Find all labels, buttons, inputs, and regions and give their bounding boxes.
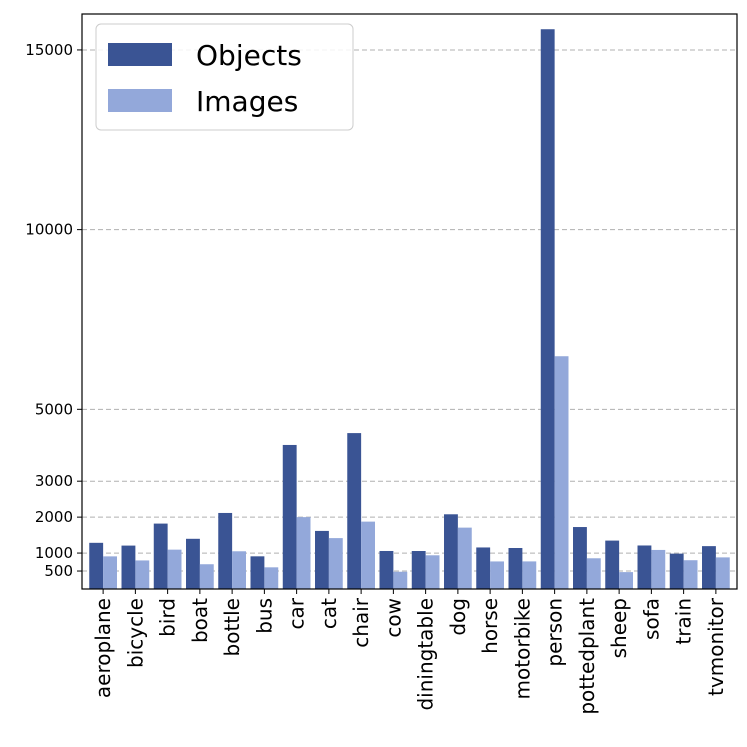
- bar-images-sheep: [619, 572, 633, 589]
- x-tick-label: bird: [156, 598, 180, 637]
- x-tick-label: bottle: [220, 598, 244, 656]
- bar-objects-boat: [186, 538, 200, 589]
- y-tick-label: 3000: [35, 472, 73, 490]
- legend-swatch-objects: [108, 43, 172, 66]
- x-tick-label: bus: [252, 598, 276, 634]
- bar-objects-bird: [153, 523, 168, 589]
- bar-objects-tvmonitor: [702, 546, 716, 589]
- x-tick-label: sheep: [607, 598, 631, 658]
- bar-objects-bicycle: [121, 545, 136, 589]
- legend-label-images: Images: [196, 85, 298, 118]
- bar-objects-motorbike: [508, 548, 523, 589]
- bar-objects-bottle: [218, 512, 233, 589]
- bars-layer: [89, 29, 730, 590]
- bar-objects-person: [540, 29, 555, 590]
- y-tick-label: 500: [44, 562, 73, 580]
- bar-images-aeroplane: [103, 556, 117, 589]
- bar-images-diningtable: [425, 555, 440, 589]
- bar-images-tvmonitor: [715, 557, 730, 590]
- x-tick-label: boat: [188, 598, 212, 643]
- grid-layer: [82, 49, 737, 572]
- x-tick-label: pottedplant: [575, 598, 599, 715]
- bar-objects-dog: [444, 514, 458, 589]
- bar-images-sofa: [651, 549, 666, 589]
- x-tick-label: dog: [446, 598, 470, 636]
- bar-images-train: [683, 560, 698, 589]
- bar-objects-car: [282, 444, 297, 589]
- x-tick-label: horse: [478, 598, 502, 654]
- legend: Objects Images: [95, 23, 354, 131]
- bar-objects-sofa: [637, 545, 652, 589]
- bar-images-car: [296, 517, 311, 590]
- legend-swatch-images: [108, 89, 172, 112]
- bar-objects-diningtable: [411, 551, 426, 589]
- y-tick-label: 10000: [25, 221, 73, 239]
- x-tick-label: chair: [349, 597, 373, 647]
- bar-images-cat: [328, 538, 343, 589]
- bar-images-boat: [199, 564, 214, 589]
- bar-images-bottle: [232, 551, 246, 589]
- x-axis: aeroplane bicycle bird boat bottle bus car cat c…: [91, 589, 728, 715]
- y-tick-label: 5000: [35, 400, 73, 418]
- plot-frame: [81, 13, 738, 590]
- legend-label-objects: Objects: [196, 39, 302, 72]
- x-tick-label: person: [543, 598, 567, 667]
- x-tick-label: aeroplane: [91, 598, 115, 698]
- x-tick-label: sofa: [639, 598, 663, 640]
- x-tick-label: motorbike: [510, 598, 534, 699]
- bar-objects-sheep: [605, 540, 620, 589]
- bar-images-cow: [393, 571, 408, 589]
- bar-images-horse: [490, 561, 504, 589]
- bar-images-chair: [361, 521, 375, 589]
- x-tick-label: car: [285, 597, 309, 629]
- x-tick-label: cow: [381, 598, 405, 638]
- bar-objects-cow: [379, 550, 394, 589]
- x-tick-label: tvmonitor: [704, 597, 728, 696]
- y-tick-label: 15000: [25, 41, 73, 59]
- bar-objects-aeroplane: [89, 542, 104, 589]
- x-tick-label: bicycle: [123, 598, 147, 668]
- bar-images-bird: [167, 549, 182, 589]
- y-tick-label: 1000: [35, 544, 73, 562]
- bar-images-person: [554, 356, 569, 589]
- bar-images-pottedplant: [586, 558, 601, 589]
- bar-images-bicycle: [135, 560, 150, 589]
- x-tick-label: cat: [317, 598, 341, 629]
- bar-images-dog: [457, 527, 472, 589]
- bar-objects-horse: [476, 547, 491, 589]
- y-tick-label: 2000: [35, 508, 73, 526]
- x-tick-label: train: [672, 598, 696, 645]
- bar-objects-cat: [315, 530, 329, 589]
- bar-images-motorbike: [522, 561, 537, 589]
- bar-objects-pottedplant: [573, 527, 587, 589]
- bar-objects-chair: [347, 433, 362, 589]
- bar-objects-bus: [250, 556, 265, 589]
- bar-images-bus: [264, 567, 279, 589]
- x-tick-label: diningtable: [414, 598, 438, 711]
- bar-objects-train: [669, 553, 684, 589]
